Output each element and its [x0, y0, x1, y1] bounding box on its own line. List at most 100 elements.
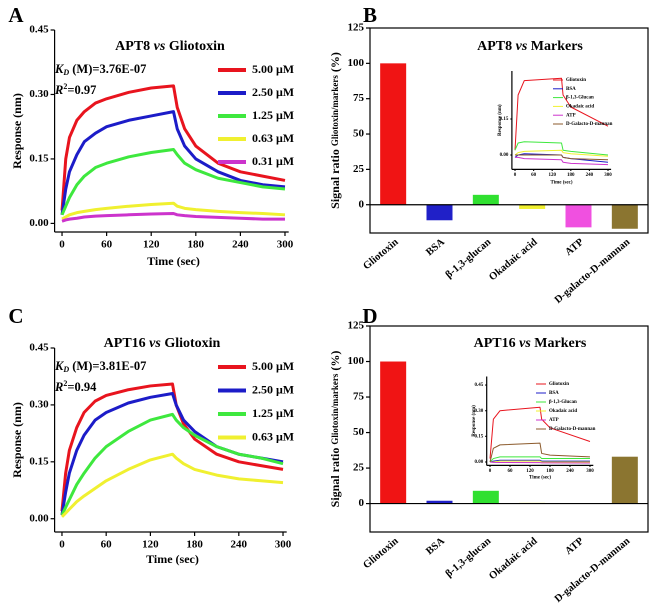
annotation-symbol: K — [54, 62, 65, 76]
x-tick-label: BSA — [424, 535, 447, 557]
series-line — [60, 382, 284, 512]
series-line — [515, 156, 609, 166]
x-tick-label: 0 — [59, 538, 65, 550]
title-part: Markers — [531, 39, 584, 54]
x-tick-label: ATP — [563, 535, 586, 557]
series-line — [489, 461, 590, 464]
legend-label: Gliotoxin — [566, 78, 586, 83]
legend-label: BSA — [549, 391, 559, 396]
x-tick-label: 180 — [546, 469, 554, 474]
chart-title: APT16 vs Markers — [474, 336, 587, 351]
annotation-text: =0.94 — [67, 380, 97, 394]
y-tick-label: 0.15 — [29, 455, 49, 467]
legend-label: 0.63 μM — [252, 131, 294, 145]
annotation-text: (M)=3.81E-07 — [69, 359, 146, 373]
x-tick-label: 120 — [143, 238, 160, 250]
x-tick-label: 240 — [232, 238, 249, 250]
x-tick-label: 300 — [275, 538, 292, 550]
x-tick-label: 60 — [508, 469, 514, 474]
x-tick-label: β-1,3-glucan — [444, 237, 494, 281]
x-tick-label: D-galacto-D-mannan — [553, 536, 633, 604]
x-tick-label: 240 — [566, 469, 574, 474]
x-tick-label: BSA — [424, 236, 447, 258]
series-line — [61, 212, 285, 223]
bar — [380, 361, 407, 504]
y-tick-label: 0.00 — [500, 153, 509, 158]
legend-label: D-Galacto-D-mannan — [566, 122, 613, 127]
x-tick-label: 180 — [567, 173, 575, 178]
x-tick-label: 240 — [231, 538, 248, 550]
legend-label: Okadaic acid — [566, 105, 594, 110]
series-line — [60, 452, 284, 518]
annotation: R2=0.97 — [54, 82, 96, 97]
y-tick-label: 100 — [348, 355, 365, 367]
series-line — [489, 459, 590, 463]
legend-label: β-1,3-Glucan — [549, 400, 577, 405]
legend-label: 0.63 μM — [252, 429, 294, 443]
x-tick-label: 0 — [514, 173, 517, 178]
y-tick-label: 75 — [353, 391, 365, 403]
inset-background — [494, 67, 618, 187]
y-tick-label: 0.00 — [29, 217, 49, 229]
y-tick-label: 0 — [359, 198, 365, 210]
bar — [426, 500, 453, 504]
legend-label: 5.00 μM — [252, 359, 294, 373]
y-axis-label: Signal ratio Gliotoxin/markers (%) — [328, 351, 342, 508]
x-tick-label: 60 — [101, 238, 113, 250]
legend-label: 1.25 μM — [252, 108, 294, 122]
y-tick-label: 125 — [348, 320, 365, 332]
legend-label: D-Galacto-D-mannan — [549, 427, 596, 432]
y-tick-label: 50 — [353, 128, 365, 140]
title-part: Gliotoxin — [169, 39, 225, 54]
legend-label: BSA — [566, 87, 576, 92]
legend-label: ATP — [549, 418, 559, 423]
x-tick-label: 60 — [101, 538, 113, 550]
y-tick-label: 0.30 — [474, 409, 483, 414]
series-line — [489, 456, 590, 463]
x-tick-label: Okadaic acid — [487, 237, 540, 284]
legend-label: ATP — [566, 113, 576, 118]
x-axis-label: Time (sec) — [147, 254, 200, 268]
x-tick-label: Gliotoxin — [361, 237, 400, 273]
legend-label: 0.31 μM — [252, 154, 294, 168]
annotation-subscript: D — [62, 365, 69, 374]
title-part: APT8 — [115, 39, 150, 54]
bar — [611, 204, 638, 229]
legend-label: 5.00 μM — [252, 62, 294, 76]
title-part: vs — [149, 336, 161, 351]
y-axis-label-part: Gliotoxin/markers — [330, 373, 340, 444]
chart-title: APT8 vs Gliotoxin — [115, 39, 225, 54]
annotation-symbol: R — [54, 83, 63, 97]
panel-letter: B — [363, 3, 377, 27]
y-axis-label-part: Gliotoxin/markers — [330, 75, 340, 146]
y-axis-label-part: (%) — [328, 52, 342, 72]
panel-letter: D — [362, 304, 377, 328]
series-line — [514, 141, 609, 156]
title-part: Markers — [534, 336, 587, 351]
chart-title: APT8 vs Markers — [477, 39, 583, 54]
bar — [380, 63, 407, 205]
x-tick-label: 300 — [604, 173, 612, 178]
x-tick-label: 120 — [548, 173, 556, 178]
x-tick-label: 120 — [526, 469, 534, 474]
y-axis-label: Response (nm) — [10, 93, 24, 169]
plot-frame — [369, 27, 649, 234]
y-tick-label: 0.45 — [29, 342, 49, 354]
series-line — [489, 442, 590, 463]
y-tick-label: 0.30 — [29, 398, 49, 410]
series-line — [515, 154, 609, 161]
title-part: Gliotoxin — [164, 336, 220, 351]
plot-frame — [369, 325, 649, 533]
series-line — [60, 84, 286, 211]
annotation-superscript: 2 — [63, 379, 67, 388]
legend-label: 1.25 μM — [252, 406, 294, 420]
panel-letter: A — [8, 3, 24, 27]
annotation-text: =0.97 — [67, 83, 96, 97]
annotation-text: (M)=3.76E-07 — [69, 62, 146, 76]
series-line — [61, 201, 286, 221]
series-line — [489, 406, 591, 459]
title-part: APT8 — [477, 39, 512, 54]
y-tick-label: 0.45 — [474, 383, 483, 388]
x-tick-label: 180 — [186, 538, 203, 550]
